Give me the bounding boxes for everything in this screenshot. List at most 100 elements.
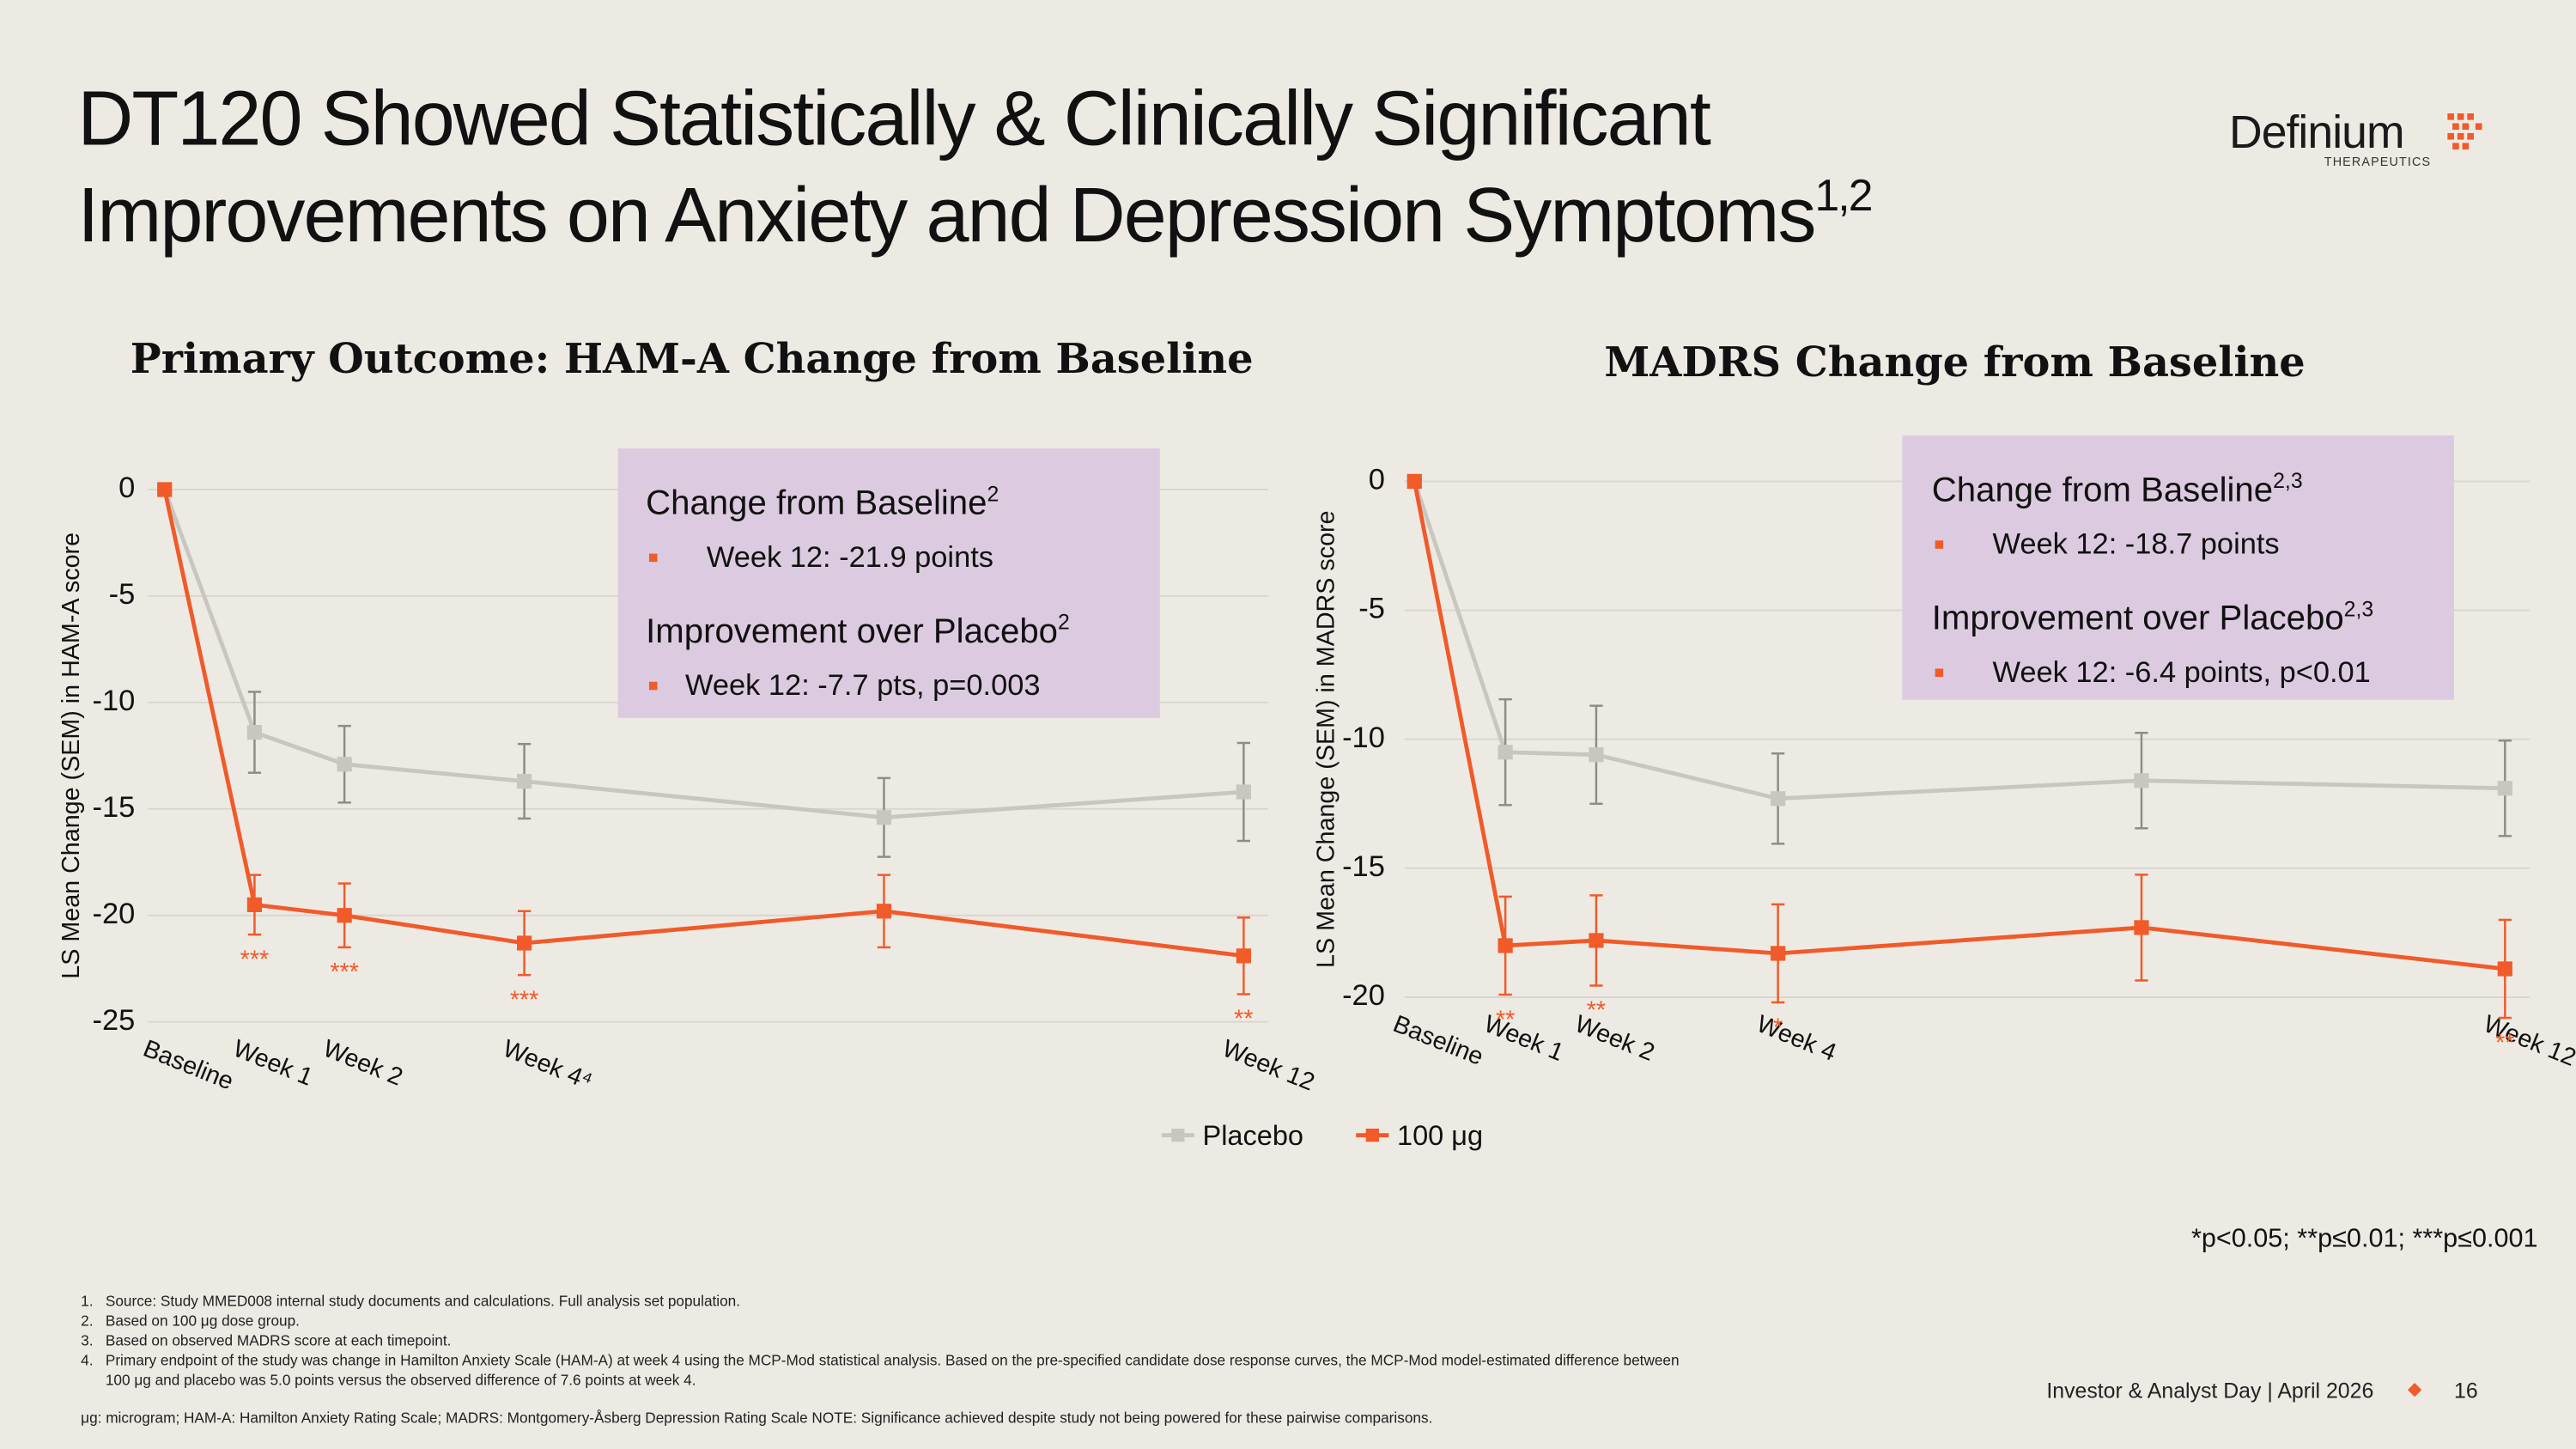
callout-heading: Change from Baseline2,3	[1932, 469, 2303, 508]
title-line: Improvements on Anxiety and Depression S…	[77, 170, 1871, 259]
significance-label: *	[1773, 1014, 1783, 1041]
data-point	[1771, 791, 1786, 807]
chart-title: Primary Outcome: HAM-A Change from Basel…	[131, 335, 1254, 383]
callout-sup: 2,3	[2273, 469, 2303, 493]
y-tick-label: -20	[93, 898, 136, 930]
significance-label: **	[1496, 1006, 1515, 1033]
page-number: 16	[2454, 1379, 2478, 1403]
y-axis-label: LS Mean Change (SEM) in MADRS score	[1313, 510, 1340, 968]
significance-label: **	[1587, 997, 1606, 1025]
logo-name: Definium	[2229, 107, 2404, 158]
callout-heading: Improvement over Placebo2	[646, 611, 1070, 650]
data-point	[246, 724, 263, 740]
data-point	[1406, 473, 1422, 490]
data-point	[876, 904, 892, 919]
y-tick-label: -5	[1358, 593, 1385, 625]
data-point	[157, 482, 173, 497]
callout-heading-text: Improvement over Placebo	[646, 612, 1058, 650]
y-tick-label: -10	[1342, 721, 1385, 754]
significance-label: ***	[330, 959, 359, 986]
legend-marker	[1171, 1129, 1185, 1142]
callout-sup: 2	[1058, 611, 1070, 635]
y-tick-label: -20	[1342, 979, 1385, 1012]
bullet-marker	[648, 681, 658, 691]
footnote-text: Source: Study MMED008 internal study doc…	[106, 1293, 740, 1310]
callout-box	[617, 448, 1160, 718]
data-point	[337, 757, 352, 772]
y-tick-label: -10	[93, 685, 136, 717]
data-point	[246, 897, 263, 912]
significance-note: *p<0.05; **p≤0.01; ***p≤0.001	[2191, 1224, 2538, 1253]
data-point	[516, 773, 532, 789]
callout-bullet: Week 12: -18.7 points	[1993, 528, 2280, 561]
series-line	[162, 489, 1244, 820]
title-line: DT120 Showed Statistically & Clinically …	[77, 76, 1710, 161]
y-tick-label: 0	[118, 472, 135, 504]
legend-label: 100 μg	[1397, 1120, 1483, 1151]
y-tick-label: -15	[93, 791, 136, 824]
y-tick-label: -25	[93, 1004, 136, 1037]
callout-heading: Change from Baseline2	[646, 482, 999, 521]
chart-title: MADRS Change from Baseline	[1604, 338, 2305, 387]
series-line	[1412, 480, 2506, 971]
y-tick-label: 0	[1369, 464, 1385, 496]
callout-heading-text: Improvement over Placebo	[1932, 599, 2344, 637]
significance-label: ***	[510, 986, 539, 1014]
abbreviations: μg: microgram; HAM-A: Hamilton Anxiety R…	[81, 1409, 1432, 1426]
footnote-number: 2.	[81, 1312, 93, 1330]
data-point	[2134, 920, 2149, 935]
significance-label: ***	[240, 946, 270, 973]
footnote-number: 4.	[81, 1351, 93, 1368]
footnote-text: Based on observed MADRS score at each ti…	[106, 1332, 452, 1349]
callout-heading-text: Change from Baseline	[646, 484, 987, 522]
callout-sup: 2,3	[2344, 597, 2374, 621]
significance-label: **	[1234, 1006, 1253, 1033]
bullet-marker	[648, 553, 658, 563]
callout-heading-text: Change from Baseline	[1932, 470, 2273, 508]
data-point	[516, 935, 532, 951]
footnote-text: Based on 100 μg dose group.	[106, 1312, 300, 1330]
bullet-marker	[1935, 668, 1944, 678]
legend-marker	[1365, 1129, 1379, 1142]
data-point	[1589, 933, 1604, 948]
title-text: Improvements on Anxiety and Depression S…	[77, 173, 1814, 259]
logo-sub: THERAPEUTICS	[2324, 155, 2431, 169]
bullet-marker	[1935, 540, 1944, 549]
callout-bullet: Week 12: -6.4 points, p<0.01	[1993, 656, 2371, 689]
callout-heading: Improvement over Placebo2,3	[1932, 597, 2373, 636]
logo-icon	[2447, 113, 2482, 150]
data-point	[2134, 773, 2149, 788]
footnote-number: 3.	[81, 1332, 93, 1349]
y-axis-label: LS Mean Change (SEM) in HAM-A score	[58, 533, 85, 979]
footnote-number: 1.	[81, 1293, 93, 1310]
footnote-text: Primary endpoint of the study was change…	[106, 1351, 1680, 1368]
data-point	[1771, 946, 1786, 961]
footer: Investor & Analyst Day | April 2026	[2046, 1379, 2373, 1403]
callout-bullet: Week 12: -7.7 pts, p=0.003	[685, 669, 1040, 702]
data-point	[1589, 747, 1604, 763]
y-tick-label: -15	[1342, 850, 1385, 883]
title-sup: 1,2	[1814, 170, 1871, 220]
callout-sup: 2	[987, 482, 999, 506]
legend-label: Placebo	[1203, 1120, 1303, 1151]
footnote-text: 100 μg and placebo was 5.0 points versus…	[106, 1371, 696, 1388]
significance-label: **	[2495, 1029, 2514, 1056]
series-line	[162, 489, 1244, 959]
data-point	[2497, 961, 2512, 977]
data-point	[1236, 784, 1251, 800]
data-point	[1498, 745, 1513, 760]
series-line	[1413, 480, 2506, 801]
callout-bullet: Week 12: -21.9 points	[707, 541, 993, 574]
callout-box	[1902, 435, 2455, 700]
data-point	[337, 908, 352, 923]
data-point	[876, 810, 892, 825]
data-point	[1236, 948, 1251, 964]
footer-diamond	[2407, 1383, 2422, 1397]
data-point	[1498, 938, 1513, 953]
data-point	[2497, 781, 2512, 796]
y-tick-label: -5	[109, 578, 136, 611]
